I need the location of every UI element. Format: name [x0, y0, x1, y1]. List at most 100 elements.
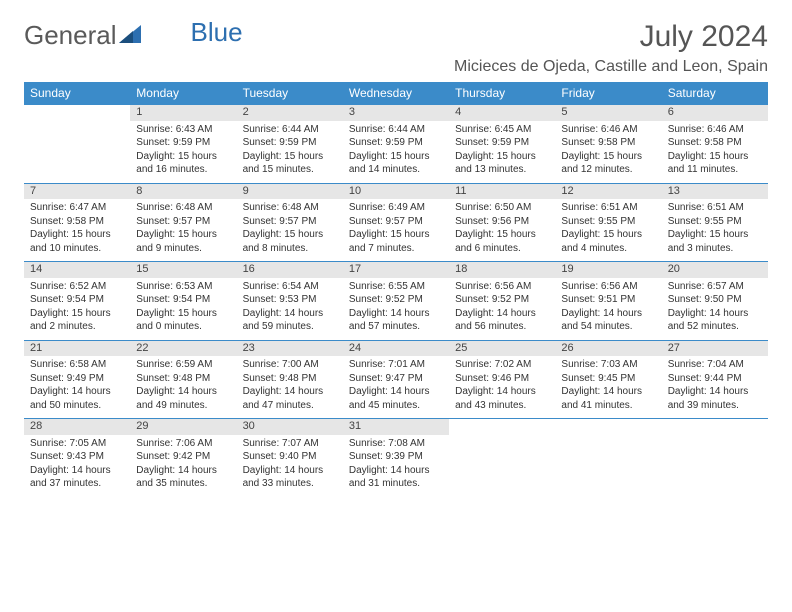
day-ss: Sunset: 9:54 PM [136, 293, 230, 307]
day-d2: and 7 minutes. [349, 242, 443, 256]
day-d1: Daylight: 14 hours [136, 464, 230, 478]
day-body-cell: Sunrise: 6:58 AMSunset: 9:49 PMDaylight:… [24, 356, 130, 419]
daynum-row: 21222324252627 [24, 340, 768, 356]
day-d1: Daylight: 15 hours [136, 307, 230, 321]
day-number-cell: 27 [662, 340, 768, 356]
day-number-cell: 7 [24, 183, 130, 199]
day-ss: Sunset: 9:59 PM [243, 136, 337, 150]
day-sr: Sunrise: 7:05 AM [30, 437, 124, 451]
weekday-header: Friday [555, 82, 661, 105]
day-d2: and 4 minutes. [561, 242, 655, 256]
day-sr: Sunrise: 7:02 AM [455, 358, 549, 372]
weekday-header: Sunday [24, 82, 130, 105]
day-ss: Sunset: 9:46 PM [455, 372, 549, 386]
day-ss: Sunset: 9:44 PM [668, 372, 762, 386]
day-sr: Sunrise: 6:46 AM [668, 123, 762, 137]
day-ss: Sunset: 9:51 PM [561, 293, 655, 307]
day-d1: Daylight: 15 hours [455, 228, 549, 242]
day-ss: Sunset: 9:53 PM [243, 293, 337, 307]
day-number-cell: 26 [555, 340, 661, 356]
day-d2: and 43 minutes. [455, 399, 549, 413]
day-sr: Sunrise: 6:58 AM [30, 358, 124, 372]
weekday-header: Saturday [662, 82, 768, 105]
day-sr: Sunrise: 6:49 AM [349, 201, 443, 215]
day-sr: Sunrise: 7:01 AM [349, 358, 443, 372]
day-sr: Sunrise: 6:57 AM [668, 280, 762, 294]
day-d1: Daylight: 15 hours [243, 228, 337, 242]
day-sr: Sunrise: 6:59 AM [136, 358, 230, 372]
day-sr: Sunrise: 7:03 AM [561, 358, 655, 372]
day-body-cell: Sunrise: 6:43 AMSunset: 9:59 PMDaylight:… [130, 121, 236, 184]
day-ss: Sunset: 9:43 PM [30, 450, 124, 464]
day-d1: Daylight: 15 hours [455, 150, 549, 164]
day-sr: Sunrise: 7:04 AM [668, 358, 762, 372]
day-ss: Sunset: 9:59 PM [455, 136, 549, 150]
day-d1: Daylight: 14 hours [349, 464, 443, 478]
daynum-row: 14151617181920 [24, 262, 768, 278]
calendar-table: SundayMondayTuesdayWednesdayThursdayFrid… [24, 82, 768, 497]
day-ss: Sunset: 9:54 PM [30, 293, 124, 307]
day-number-cell: 30 [237, 419, 343, 435]
logo-word2: Blue [191, 17, 243, 48]
day-body-row: Sunrise: 6:52 AMSunset: 9:54 PMDaylight:… [24, 278, 768, 341]
day-d2: and 52 minutes. [668, 320, 762, 334]
day-sr: Sunrise: 6:54 AM [243, 280, 337, 294]
day-ss: Sunset: 9:48 PM [243, 372, 337, 386]
day-body-cell: Sunrise: 7:05 AMSunset: 9:43 PMDaylight:… [24, 435, 130, 497]
day-d2: and 31 minutes. [349, 477, 443, 491]
day-d2: and 16 minutes. [136, 163, 230, 177]
page-title: July 2024 [454, 20, 768, 54]
day-sr: Sunrise: 6:56 AM [561, 280, 655, 294]
day-body-cell: Sunrise: 7:03 AMSunset: 9:45 PMDaylight:… [555, 356, 661, 419]
day-sr: Sunrise: 6:48 AM [243, 201, 337, 215]
day-number-cell: 19 [555, 262, 661, 278]
day-body-cell: Sunrise: 7:06 AMSunset: 9:42 PMDaylight:… [130, 435, 236, 497]
day-number-cell: 12 [555, 183, 661, 199]
day-ss: Sunset: 9:58 PM [668, 136, 762, 150]
day-d2: and 57 minutes. [349, 320, 443, 334]
day-number-cell [555, 419, 661, 435]
day-number-cell: 14 [24, 262, 130, 278]
day-number-cell: 4 [449, 105, 555, 121]
day-number-cell: 13 [662, 183, 768, 199]
day-sr: Sunrise: 6:52 AM [30, 280, 124, 294]
day-body-cell: Sunrise: 7:00 AMSunset: 9:48 PMDaylight:… [237, 356, 343, 419]
day-ss: Sunset: 9:40 PM [243, 450, 337, 464]
day-d1: Daylight: 14 hours [243, 385, 337, 399]
day-body-cell: Sunrise: 7:02 AMSunset: 9:46 PMDaylight:… [449, 356, 555, 419]
day-body-cell: Sunrise: 6:59 AMSunset: 9:48 PMDaylight:… [130, 356, 236, 419]
day-d1: Daylight: 14 hours [349, 385, 443, 399]
logo-word1: General [24, 20, 117, 51]
day-d2: and 33 minutes. [243, 477, 337, 491]
day-ss: Sunset: 9:42 PM [136, 450, 230, 464]
weekday-header: Tuesday [237, 82, 343, 105]
day-ss: Sunset: 9:57 PM [349, 215, 443, 229]
day-d1: Daylight: 15 hours [136, 228, 230, 242]
day-number-cell: 1 [130, 105, 236, 121]
day-d1: Daylight: 14 hours [136, 385, 230, 399]
day-d2: and 56 minutes. [455, 320, 549, 334]
day-body-cell: Sunrise: 6:46 AMSunset: 9:58 PMDaylight:… [555, 121, 661, 184]
day-number-cell: 6 [662, 105, 768, 121]
day-d2: and 14 minutes. [349, 163, 443, 177]
day-body-cell: Sunrise: 7:07 AMSunset: 9:40 PMDaylight:… [237, 435, 343, 497]
daynum-row: 123456 [24, 105, 768, 121]
day-d1: Daylight: 14 hours [243, 464, 337, 478]
day-d1: Daylight: 14 hours [561, 307, 655, 321]
day-sr: Sunrise: 7:00 AM [243, 358, 337, 372]
day-number-cell: 10 [343, 183, 449, 199]
day-ss: Sunset: 9:50 PM [668, 293, 762, 307]
day-body-cell: Sunrise: 6:49 AMSunset: 9:57 PMDaylight:… [343, 199, 449, 262]
day-sr: Sunrise: 6:51 AM [668, 201, 762, 215]
day-d2: and 6 minutes. [455, 242, 549, 256]
day-body-cell: Sunrise: 6:54 AMSunset: 9:53 PMDaylight:… [237, 278, 343, 341]
day-number-cell: 9 [237, 183, 343, 199]
day-sr: Sunrise: 6:44 AM [349, 123, 443, 137]
weekday-header: Wednesday [343, 82, 449, 105]
day-d2: and 37 minutes. [30, 477, 124, 491]
day-body-cell: Sunrise: 6:44 AMSunset: 9:59 PMDaylight:… [237, 121, 343, 184]
day-number-cell: 18 [449, 262, 555, 278]
day-number-cell: 16 [237, 262, 343, 278]
day-d1: Daylight: 14 hours [243, 307, 337, 321]
day-body-cell: Sunrise: 6:51 AMSunset: 9:55 PMDaylight:… [555, 199, 661, 262]
